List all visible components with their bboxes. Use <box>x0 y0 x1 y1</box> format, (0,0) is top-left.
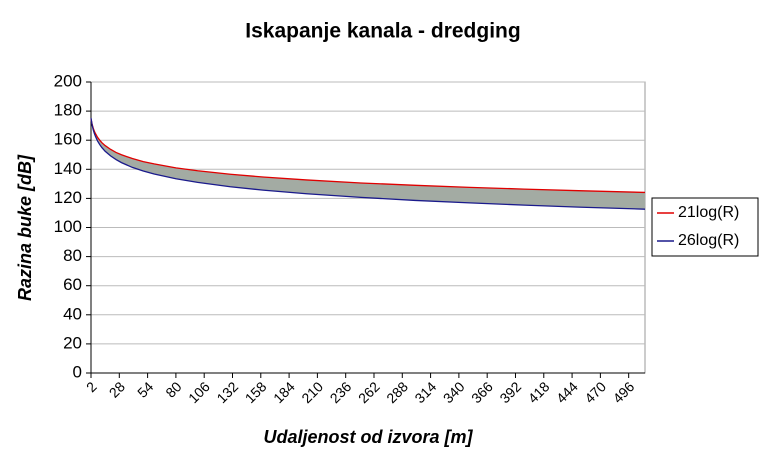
legend-label: 21log(R) <box>678 204 739 221</box>
y-tick-label: 200 <box>54 71 82 90</box>
legend-label: 26log(R) <box>678 232 739 249</box>
legend-box <box>651 197 759 257</box>
y-tick-label: 100 <box>54 217 82 236</box>
y-tick-label: 80 <box>63 246 82 265</box>
y-tick-label: 160 <box>54 130 82 149</box>
y-tick-label: 120 <box>54 188 82 207</box>
y-tick-label: 180 <box>54 101 82 120</box>
series-line <box>90 117 646 210</box>
chart-title: Iskapanje kanala - dredging <box>245 20 520 43</box>
y-tick-label: 40 <box>63 304 82 323</box>
y-tick-label: 60 <box>63 275 82 294</box>
y-axis-label: Razina buke [dB] <box>15 154 35 301</box>
x-axis-label: Udaljenost od izvora [m] <box>263 427 473 447</box>
y-tick-label: 20 <box>63 333 82 352</box>
y-tick-label: 140 <box>54 159 82 178</box>
y-tick-label: 0 <box>73 362 82 381</box>
series-line <box>90 118 646 194</box>
